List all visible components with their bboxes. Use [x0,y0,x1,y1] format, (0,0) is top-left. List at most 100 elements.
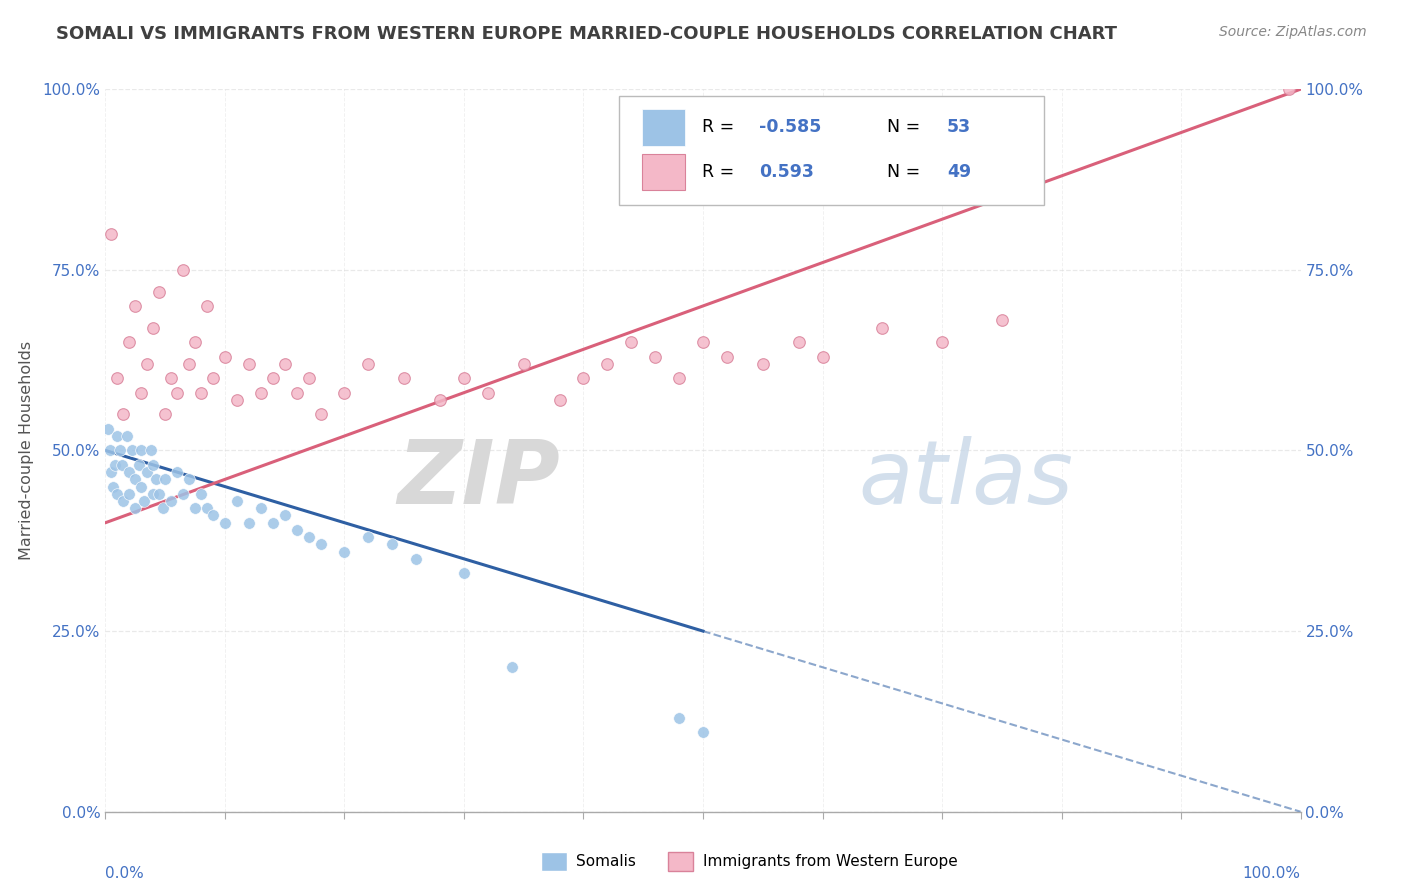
Point [333,385,356,400]
Text: Somalis: Somalis [576,855,637,869]
Point [153,407,177,421]
Point [692,725,714,739]
Point [214,350,236,364]
Text: N =: N = [887,163,925,181]
Point [190,487,212,501]
Point [124,299,146,313]
Text: 0.0%: 0.0% [105,866,145,881]
Point [262,516,284,530]
Point [148,487,170,501]
Point [184,501,207,516]
Point [787,334,810,349]
Text: N =: N = [887,119,925,136]
Point [115,429,138,443]
Point [238,516,260,530]
Point [453,371,475,385]
Point [309,537,332,551]
Point [136,357,159,371]
Point [166,385,188,400]
Point [118,334,141,349]
Point [98,443,121,458]
Point [716,350,738,364]
Point [101,480,124,494]
Point [453,566,475,581]
Point [202,508,225,523]
Point [128,458,150,472]
Y-axis label: Married-couple Households: Married-couple Households [20,341,34,560]
Point [184,334,207,349]
Text: R =: R = [702,163,740,181]
Point [190,385,212,400]
Point [160,494,183,508]
Text: 100.0%: 100.0% [1243,866,1301,881]
Point [668,371,690,385]
Point [501,660,523,674]
Text: ZIP: ZIP [396,436,560,523]
Point [107,487,129,501]
Point [357,357,380,371]
Text: 49: 49 [946,163,972,181]
Point [104,458,127,472]
Point [811,350,834,364]
Point [118,465,141,479]
Point [548,392,571,407]
Point [309,407,332,421]
Point [297,530,319,544]
Point [262,371,284,385]
Point [107,429,129,443]
Point [405,551,427,566]
Point [214,516,236,530]
Point [477,385,499,400]
Point [139,443,162,458]
Text: R =: R = [702,119,740,136]
Point [129,385,153,400]
Text: -0.585: -0.585 [759,119,821,136]
Point [118,487,141,501]
Point [751,357,773,371]
Point [668,711,690,725]
Point [195,501,218,516]
Point [100,465,122,479]
Point [273,357,295,371]
Point [142,487,165,501]
Point [990,313,1012,327]
Text: SOMALI VS IMMIGRANTS FROM WESTERN EUROPE MARRIED-COUPLE HOUSEHOLDS CORRELATION C: SOMALI VS IMMIGRANTS FROM WESTERN EUROPE… [56,25,1118,43]
Point [124,472,146,486]
Point [107,371,129,385]
Point [97,422,120,436]
Point [129,480,153,494]
Point [238,357,260,371]
Point [132,494,155,508]
Point [620,334,643,349]
Point [142,458,165,472]
Point [160,371,183,385]
Point [195,299,218,313]
Point [100,227,122,241]
Point [572,371,595,385]
Point [108,443,131,458]
Point [172,262,194,277]
Point [136,465,159,479]
Point [381,537,404,551]
Text: Source: ZipAtlas.com: Source: ZipAtlas.com [1219,25,1367,39]
Point [129,443,153,458]
Point [644,350,666,364]
Text: atlas: atlas [858,436,1073,523]
Point [872,320,894,334]
Text: 0.593: 0.593 [759,163,814,181]
Point [250,501,273,516]
Point [285,523,308,537]
Point [429,392,451,407]
Point [121,443,143,458]
Bar [668,852,693,871]
Point [111,458,134,472]
Point [112,407,135,421]
Point [148,285,170,299]
Text: 53: 53 [946,119,972,136]
Point [225,392,249,407]
Point [692,334,714,349]
Text: Immigrants from Western Europe: Immigrants from Western Europe [703,855,957,869]
Point [177,357,201,371]
Point [297,371,319,385]
Point [166,465,188,479]
